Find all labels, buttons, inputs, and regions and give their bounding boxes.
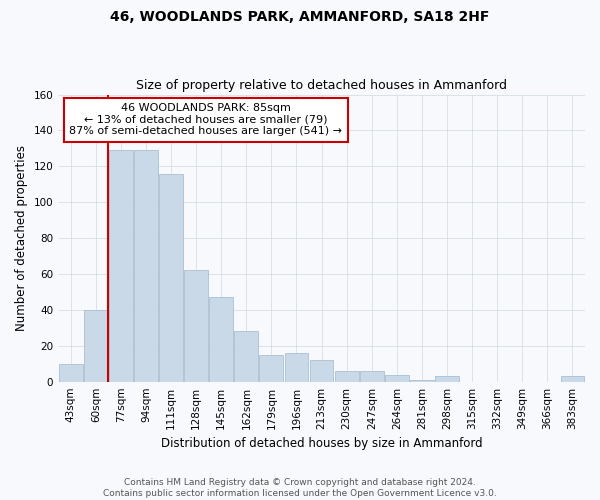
Bar xyxy=(310,360,334,382)
Bar xyxy=(385,374,409,382)
Bar xyxy=(360,371,383,382)
Bar xyxy=(259,355,283,382)
X-axis label: Distribution of detached houses by size in Ammanford: Distribution of detached houses by size … xyxy=(161,437,482,450)
Text: 46 WOODLANDS PARK: 85sqm
← 13% of detached houses are smaller (79)
87% of semi-d: 46 WOODLANDS PARK: 85sqm ← 13% of detach… xyxy=(69,103,342,136)
Bar xyxy=(410,380,434,382)
Bar xyxy=(335,371,359,382)
Text: Contains HM Land Registry data © Crown copyright and database right 2024.
Contai: Contains HM Land Registry data © Crown c… xyxy=(103,478,497,498)
Bar xyxy=(235,332,258,382)
Bar xyxy=(159,174,183,382)
Title: Size of property relative to detached houses in Ammanford: Size of property relative to detached ho… xyxy=(136,79,507,92)
Bar xyxy=(84,310,108,382)
Bar xyxy=(184,270,208,382)
Bar xyxy=(435,376,459,382)
Bar xyxy=(284,353,308,382)
Bar xyxy=(134,150,158,382)
Bar xyxy=(109,150,133,382)
Bar xyxy=(560,376,584,382)
Bar xyxy=(209,298,233,382)
Y-axis label: Number of detached properties: Number of detached properties xyxy=(15,145,28,331)
Text: 46, WOODLANDS PARK, AMMANFORD, SA18 2HF: 46, WOODLANDS PARK, AMMANFORD, SA18 2HF xyxy=(110,10,490,24)
Bar xyxy=(59,364,83,382)
